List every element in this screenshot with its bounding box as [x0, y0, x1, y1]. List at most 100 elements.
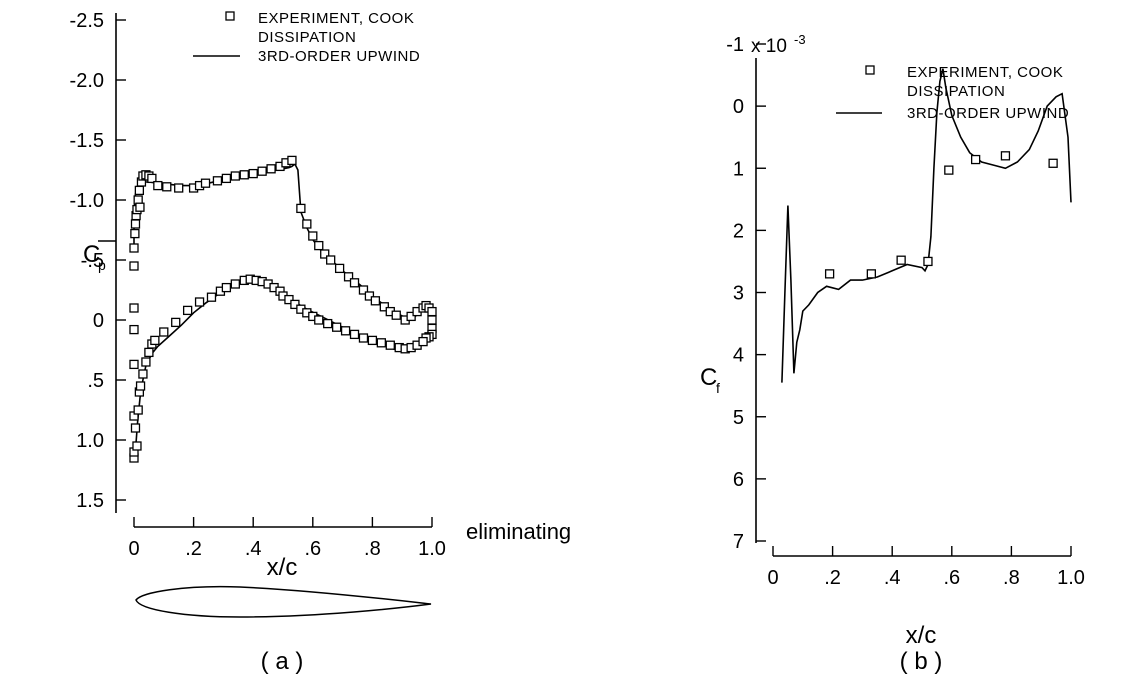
a-data-point: [376, 338, 386, 348]
b-data-point: [1000, 151, 1011, 161]
panel-b-series-line: [781, 68, 1072, 383]
a-data-point: [153, 180, 163, 191]
a-data-point: [349, 278, 360, 288]
panel-a-legend-marker: [225, 11, 235, 21]
a-data-point: [358, 333, 369, 343]
a-data-point: [171, 317, 181, 328]
a-data-point: [284, 294, 294, 305]
b-x-tick-label: 0: [767, 567, 778, 589]
panel-b-scale-label: x 10: [751, 36, 787, 57]
a-x-tick-label: 0: [128, 538, 139, 560]
a-data-point: [141, 357, 151, 367]
a-data-point: [162, 182, 172, 192]
b-y-tick-label: 7: [733, 531, 744, 553]
a-data-point: [130, 423, 141, 433]
a-data-point: [147, 173, 157, 184]
b-y-tick-label: 1: [733, 158, 744, 180]
airfoil-shape: [135, 585, 432, 618]
a-data-point: [308, 231, 318, 241]
a-data-point: [132, 441, 142, 451]
panel-b-caption: ( b ): [900, 648, 943, 675]
b-data-point: [1048, 158, 1058, 168]
panel-a-series-markers: [129, 155, 437, 463]
a-y-tick-label: 0: [93, 310, 104, 332]
panel-a-axes: [115, 13, 432, 528]
panel-a-caption: ( a ): [261, 648, 304, 675]
panel-a-y-label: C: [83, 241, 100, 268]
a-y-tick-label: 1.0: [76, 430, 104, 452]
a-x-tick-label: .2: [185, 538, 202, 560]
panel-b-y-label: C: [700, 364, 717, 391]
b-y-tick-label: 6: [733, 469, 744, 491]
b-x-tick-label: .6: [943, 567, 960, 589]
a-data-point: [129, 303, 139, 313]
a-data-point: [174, 183, 184, 193]
a-data-point: [133, 405, 143, 415]
panel-b-legend-entry-1: EXPERIMENT, COOK: [907, 64, 1063, 81]
panel-a-y-label-sub: p: [98, 257, 106, 273]
a-x-tick-label: .6: [304, 538, 321, 560]
a-data-point: [290, 299, 300, 310]
a-data-point: [130, 219, 141, 229]
a-data-point: [391, 310, 401, 320]
a-data-point: [230, 279, 240, 289]
b-x-tick-label: .8: [1003, 567, 1020, 589]
a-data-point: [194, 297, 205, 307]
b-y-tick-label: 4: [733, 345, 744, 367]
a-y-tick-label: .5: [87, 370, 104, 392]
a-data-point: [212, 176, 223, 186]
a-x-tick-label: .8: [364, 538, 381, 560]
a-data-point: [130, 228, 140, 239]
b-data-point: [824, 269, 835, 279]
a-data-point: [159, 327, 169, 337]
a-data-point: [287, 155, 297, 166]
a-data-point: [206, 292, 217, 302]
a-y-tick-label: -1.0: [70, 190, 104, 212]
a-data-point: [266, 164, 276, 174]
panel-a-legend-entry-2: DISSIPATION: [258, 29, 356, 46]
a-data-point: [129, 261, 139, 271]
a-y-tick-label: 1.5: [76, 490, 104, 512]
a-data-point: [138, 369, 148, 379]
a-data-point: [370, 296, 381, 306]
panel-a-legend: EXPERIMENT, COOK DISSIPATION 3RD-ORDER U…: [193, 10, 420, 65]
a-data-point: [349, 329, 360, 340]
a-data-point: [221, 173, 232, 184]
a-y-tick-label: -.5: [81, 250, 104, 272]
a-data-point: [239, 170, 249, 180]
a-data-point: [379, 302, 389, 312]
a-data-point: [320, 249, 330, 259]
a-data-point: [135, 381, 146, 391]
a-data-point: [129, 324, 139, 335]
a-data-point: [150, 335, 160, 346]
a-data-point: [129, 243, 139, 253]
panel-b-legend-entry-3: 3RD-ORDER UPWIND: [907, 105, 1069, 122]
a-data-point: [340, 326, 351, 336]
b-data-point: [896, 255, 906, 265]
panel-b-axes: [755, 58, 1071, 557]
b-data-point: [944, 165, 954, 175]
panel-b-series-markers: [824, 151, 1058, 279]
b-x-tick-label: .2: [824, 567, 841, 589]
b-data-point: [866, 269, 876, 279]
a-data-point: [427, 306, 437, 317]
panel-a-y-ticks: -2.5 -2.0 -1.5 -1.0 -.5 0 .5 1.0 1.5: [70, 10, 126, 512]
a-x-tick-label: .4: [245, 538, 262, 560]
b-y-tick-label: 0: [733, 96, 744, 118]
a-data-point: [302, 219, 312, 229]
a-data-point: [427, 315, 437, 325]
b-y-tick-label: -1: [726, 34, 744, 56]
a-data-point: [406, 311, 416, 322]
a-data-point: [200, 178, 211, 188]
a-data-point: [334, 263, 345, 274]
a-data-point: [129, 359, 139, 370]
b-y-tick-label: 3: [733, 283, 744, 305]
panel-a-legend-entry-3: 3RD-ORDER UPWIND: [258, 48, 420, 65]
panel-a-stray-text: eliminating: [466, 519, 571, 544]
a-data-point: [343, 272, 354, 282]
panel-b-x-ticks: 0 .2 .4 .6 .8 1.0: [767, 546, 1085, 589]
panel-b-legend: EXPERIMENT, COOK DISSIPATION 3RD-ORDER U…: [836, 64, 1069, 122]
a-data-point: [314, 315, 324, 325]
